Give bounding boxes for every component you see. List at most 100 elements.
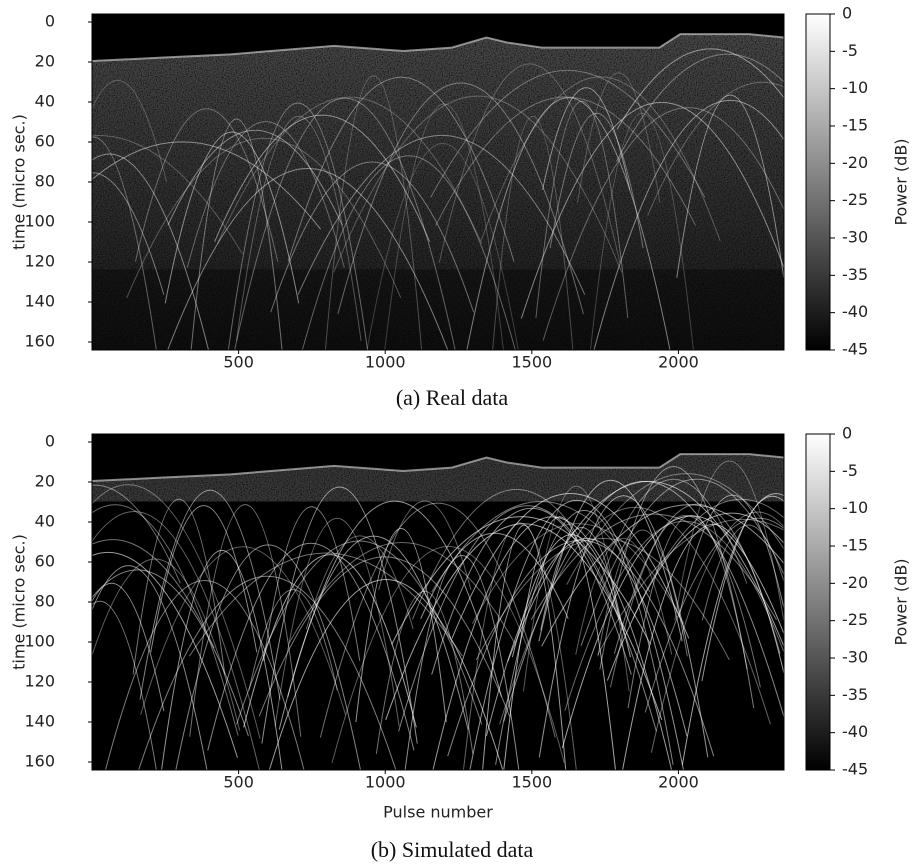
surface-echo bbox=[91, 33, 785, 63]
hyperbola bbox=[461, 522, 579, 770]
y-tick-label: 140 bbox=[24, 292, 55, 311]
x-axis-label: Pulse number bbox=[383, 803, 493, 822]
hyperbola bbox=[382, 103, 506, 350]
hyperbola bbox=[575, 538, 673, 655]
caption: (a) Real data bbox=[396, 385, 509, 410]
hyperbola bbox=[520, 102, 784, 319]
y-tick-label: 40 bbox=[35, 92, 55, 111]
hyperbola bbox=[92, 79, 167, 183]
colorbar-label: Power (dB) bbox=[892, 558, 911, 645]
y-tick-label: 80 bbox=[35, 592, 55, 611]
hyperbola bbox=[564, 521, 784, 711]
hyperbola bbox=[431, 507, 632, 675]
hyperbola bbox=[131, 576, 404, 770]
hyperbola bbox=[701, 524, 784, 621]
hyperbola bbox=[287, 77, 515, 262]
hyperbola bbox=[597, 529, 688, 657]
hyperbola bbox=[580, 478, 784, 647]
hyperbola bbox=[297, 134, 586, 295]
hyperbola bbox=[549, 112, 644, 249]
hyperbola bbox=[167, 129, 343, 226]
hyperbola bbox=[480, 76, 721, 242]
hyperbola bbox=[542, 87, 631, 190]
x-tick-label: 1500 bbox=[511, 773, 552, 792]
hyperbola bbox=[92, 511, 264, 770]
hyperbola bbox=[391, 516, 651, 645]
y-tick-label: 20 bbox=[35, 52, 55, 71]
fade bbox=[92, 269, 784, 350]
hyperbola bbox=[681, 493, 784, 766]
colorbar-tick-label: -25 bbox=[842, 190, 868, 209]
colorbar-tick-label: -45 bbox=[842, 340, 868, 359]
hyperbola bbox=[378, 500, 472, 590]
hyperbola bbox=[164, 131, 300, 304]
colorbar-label: Power (dB) bbox=[892, 138, 911, 225]
hyperbola bbox=[471, 523, 685, 624]
hyperbola bbox=[214, 114, 431, 243]
hyperbola bbox=[288, 542, 516, 644]
hyperbola bbox=[235, 115, 362, 341]
hyperbola bbox=[561, 515, 784, 749]
y-tick-label: 120 bbox=[24, 672, 55, 691]
hyperbola bbox=[258, 579, 514, 770]
hyperbola bbox=[451, 493, 690, 639]
hyperbola bbox=[92, 565, 214, 770]
hyperbola bbox=[489, 116, 576, 350]
hyperbola bbox=[190, 118, 283, 350]
hyperbola bbox=[331, 546, 565, 764]
colorbar bbox=[805, 13, 831, 351]
y-tick-label: 60 bbox=[35, 552, 55, 571]
colorbar-tick-label: -40 bbox=[842, 722, 868, 741]
colorbar-tick-label: -15 bbox=[842, 536, 868, 555]
hyperbola bbox=[243, 554, 417, 728]
hyperbola bbox=[132, 499, 226, 675]
hyperbola bbox=[482, 524, 567, 770]
y-tick-label: 20 bbox=[35, 472, 55, 491]
hyperbola bbox=[92, 484, 181, 584]
hyperbola bbox=[92, 136, 160, 350]
hyperbola bbox=[92, 135, 244, 255]
y-tick-label: 60 bbox=[35, 132, 55, 151]
hyperbola bbox=[647, 81, 784, 216]
y-tick-label: 0 bbox=[45, 432, 55, 451]
x-tick-label: 2000 bbox=[658, 773, 699, 792]
hyperbola bbox=[430, 69, 706, 198]
y-axis-label: time (micro sec.) bbox=[10, 114, 29, 250]
hyperbola bbox=[420, 532, 569, 620]
colorbar-tick-label: 0 bbox=[842, 4, 852, 23]
hyperbola bbox=[333, 95, 623, 273]
hyperbola bbox=[337, 82, 584, 315]
hyperbola bbox=[530, 513, 777, 620]
hyperbola bbox=[305, 535, 414, 630]
hyperbola bbox=[616, 48, 784, 130]
hyperbola bbox=[92, 582, 165, 712]
y-tick-label: 140 bbox=[24, 712, 55, 731]
hyperbola bbox=[599, 466, 748, 670]
hyperbola bbox=[541, 504, 784, 647]
hyperbola bbox=[362, 143, 524, 350]
hyperbola bbox=[597, 519, 784, 655]
colorbar-tick-label: -10 bbox=[842, 498, 868, 517]
colorbar bbox=[805, 433, 831, 771]
hyperbola bbox=[431, 516, 673, 770]
hyperbola bbox=[485, 538, 688, 737]
surface-echo bbox=[91, 453, 785, 483]
hyperbola bbox=[566, 473, 784, 585]
colorbar-tick-label: -30 bbox=[842, 228, 868, 247]
hyperbola bbox=[674, 460, 784, 621]
y-tick-label: 80 bbox=[35, 172, 55, 191]
hyperbola bbox=[92, 569, 249, 737]
hyperbola bbox=[258, 556, 511, 717]
x-tick-label: 1000 bbox=[365, 353, 406, 372]
hyperbola bbox=[92, 484, 261, 739]
colorbar-tick-label: -20 bbox=[842, 153, 868, 172]
hyperbola bbox=[621, 524, 784, 770]
hyperbola bbox=[501, 516, 618, 770]
y-tick-label: 100 bbox=[24, 632, 55, 651]
hyperbola bbox=[263, 506, 361, 661]
x-tick-label: 1000 bbox=[365, 773, 406, 792]
hyperbola bbox=[92, 539, 215, 649]
hyperbola bbox=[150, 505, 258, 653]
hyperbola bbox=[385, 523, 663, 720]
